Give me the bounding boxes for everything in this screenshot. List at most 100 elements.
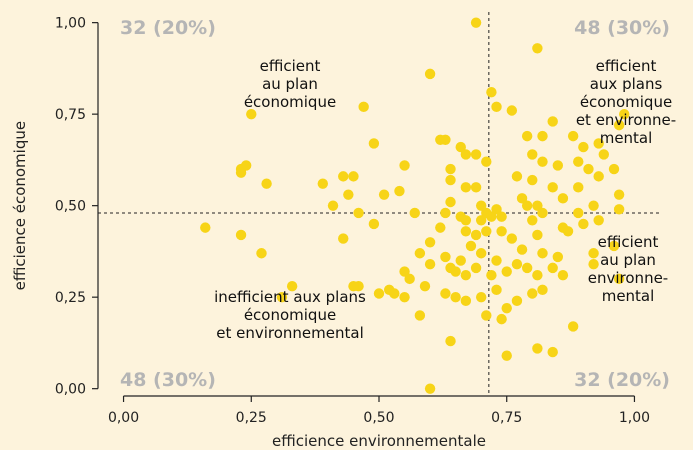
data-point: [348, 280, 359, 292]
data-point: [496, 313, 507, 325]
data-point: [619, 108, 630, 120]
data-point: [578, 141, 589, 153]
data-point: [358, 101, 369, 113]
data-point: [532, 229, 543, 241]
data-point: [409, 207, 420, 219]
data-point: [399, 291, 410, 303]
data-point: [460, 182, 472, 193]
quadrant-count-bottom-right: 32 (20%): [574, 369, 670, 391]
region-label-line: aux plans: [590, 75, 663, 93]
data-point: [455, 141, 466, 153]
data-point: [613, 189, 625, 200]
data-point: [445, 163, 456, 175]
data-point: [613, 204, 625, 215]
data-point: [501, 266, 512, 277]
data-point: [338, 171, 349, 182]
region-label-line: inefficient aux plans: [214, 288, 366, 306]
data-point: [373, 288, 385, 299]
data-point: [501, 350, 512, 361]
data-point: [511, 259, 523, 270]
data-point: [246, 108, 257, 120]
data-point: [424, 68, 436, 80]
data-point: [435, 222, 446, 233]
data-point: [450, 291, 461, 303]
data-point: [470, 229, 482, 241]
region-label-line: économique: [580, 93, 672, 111]
data-point: [419, 280, 431, 292]
x-axis-title: efficience environnementale: [272, 432, 486, 450]
data-point: [547, 346, 558, 358]
data-point: [613, 119, 625, 131]
data-point: [486, 211, 497, 222]
region-label-line: et environnemental: [216, 324, 364, 342]
data-point: [588, 248, 599, 259]
data-point: [593, 138, 604, 149]
reference-lines: [98, 12, 660, 396]
data-point: [547, 262, 558, 274]
data-point: [532, 343, 543, 354]
region-label-line: économique: [244, 306, 336, 324]
data-point: [491, 204, 502, 215]
data-point: [588, 259, 599, 270]
data-point: [552, 251, 564, 263]
data-point: [516, 193, 528, 204]
data-point: [521, 200, 533, 211]
data-point: [608, 240, 620, 252]
region-label-bottom-right: efficient au plan environne-mental: [588, 233, 668, 305]
data-point: [567, 130, 579, 142]
data-point: [537, 248, 548, 259]
quadrant-count-top-right: 48 (30%): [574, 17, 670, 39]
data-point: [435, 134, 446, 145]
data-point: [338, 233, 349, 244]
data-point: [537, 130, 548, 142]
data-point: [537, 207, 548, 219]
data-point: [491, 101, 502, 113]
region-label-top-right: efficient aux plans économique et environne…: [576, 57, 676, 147]
y-tick-label: 1,00: [55, 16, 86, 32]
data-point: [317, 178, 328, 189]
data-point: [598, 149, 609, 160]
data-point: [506, 233, 518, 244]
data-point: [399, 160, 410, 171]
data-point: [496, 226, 507, 237]
data-point: [286, 280, 298, 292]
quadrant-count-bottom-left: 48 (30%): [120, 369, 216, 391]
data-point: [368, 138, 380, 149]
data-points: [200, 17, 630, 394]
data-point: [486, 270, 497, 281]
data-point: [378, 189, 390, 200]
region-label-line: efficient: [260, 57, 321, 75]
data-point: [521, 262, 533, 274]
region-label-line: et environne-: [576, 111, 676, 129]
data-point: [445, 174, 456, 186]
data-point: [475, 291, 487, 303]
data-point: [440, 251, 451, 263]
data-point: [475, 200, 487, 211]
data-point: [506, 105, 518, 116]
data-point: [327, 200, 339, 211]
data-point: [532, 43, 543, 54]
data-point: [455, 255, 466, 266]
data-point: [527, 215, 538, 226]
data-point: [470, 262, 482, 274]
data-point: [588, 200, 599, 211]
data-point: [583, 163, 594, 175]
data-point: [481, 156, 492, 167]
y-tick-label: 0,00: [55, 382, 86, 398]
data-point: [368, 218, 380, 230]
region-label-bottom-left: inefficient aux plans économique et enviro…: [214, 288, 366, 342]
x-tick-label: 0,00: [108, 410, 139, 426]
data-point: [547, 116, 558, 127]
axes: 0,00 0,25 0,50 0,75 1,00 0,00 0,25 0,50 0,75 1,00: [55, 16, 650, 426]
quadrant-counts: 32 (20%) 48 (30%) 48 (30%) 32 (20%): [120, 17, 670, 391]
region-label-line: mental: [600, 129, 653, 147]
x-tick-label: 0,50: [363, 410, 394, 426]
data-point: [593, 215, 604, 226]
data-point: [573, 207, 584, 219]
data-point: [573, 182, 584, 193]
data-point: [460, 270, 472, 281]
data-point: [511, 295, 523, 307]
y-tick-label: 0,75: [55, 107, 86, 123]
data-point: [200, 222, 211, 233]
data-point: [613, 273, 625, 285]
